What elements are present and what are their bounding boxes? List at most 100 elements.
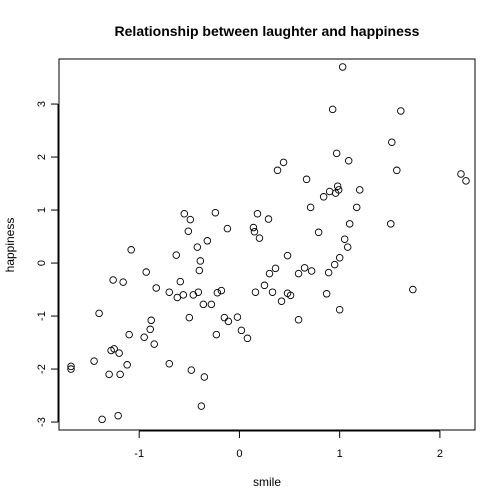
data-point xyxy=(332,149,341,158)
x-tick-label: -1 xyxy=(134,448,144,460)
data-point xyxy=(223,224,232,233)
data-point xyxy=(271,264,280,273)
data-point xyxy=(125,330,133,339)
data-point xyxy=(294,316,303,324)
data-point xyxy=(306,203,315,212)
data-point xyxy=(196,257,205,265)
data-point xyxy=(195,266,204,275)
data-point xyxy=(114,411,122,420)
data-point xyxy=(335,305,344,314)
data-point xyxy=(186,215,195,224)
data-point xyxy=(273,166,282,175)
data-point xyxy=(237,326,246,335)
data-point xyxy=(150,340,158,348)
data-point xyxy=(200,373,209,381)
data-point xyxy=(249,223,258,232)
data-point xyxy=(243,334,252,343)
data-point xyxy=(207,300,216,309)
data-point xyxy=(462,177,470,185)
data-point xyxy=(397,107,405,115)
data-point xyxy=(334,186,343,194)
y-axis: -3 -2 -1 0 1 2 3 xyxy=(36,101,59,427)
data-point xyxy=(233,313,242,321)
data-point xyxy=(127,246,135,254)
y-axis-label: happiness xyxy=(3,218,17,273)
data-point xyxy=(268,288,277,296)
chart-title: Relationship between laughter and happin… xyxy=(115,23,420,39)
data-point xyxy=(307,267,316,275)
data-point xyxy=(194,288,203,296)
data-point xyxy=(212,330,221,339)
data-point xyxy=(217,286,226,295)
data-point xyxy=(335,253,344,262)
data-point xyxy=(165,288,174,296)
data-point xyxy=(165,360,174,368)
data-point xyxy=(147,316,155,325)
data-point xyxy=(199,300,208,309)
data-point xyxy=(352,203,361,212)
data-point xyxy=(345,220,354,228)
data-point xyxy=(355,186,364,194)
data-point xyxy=(338,63,347,71)
data-point xyxy=(172,251,181,259)
data-point xyxy=(116,370,124,379)
y-tick-label: -2 xyxy=(36,364,48,374)
data-point xyxy=(277,297,286,305)
data-point xyxy=(67,365,75,373)
y-tick-label: 2 xyxy=(36,154,48,160)
x-axis-label: smile xyxy=(253,475,281,489)
data-point xyxy=(185,313,194,322)
data-point xyxy=(187,366,196,374)
data-point xyxy=(213,288,222,297)
y-tick-label: -3 xyxy=(36,417,48,427)
y-tick-label: 3 xyxy=(36,101,48,107)
y-tick-label: 1 xyxy=(36,207,48,213)
data-point xyxy=(67,362,75,371)
data-point xyxy=(409,285,417,294)
data-point xyxy=(251,288,260,296)
data-point xyxy=(387,220,395,228)
data-point xyxy=(119,278,127,286)
data-point xyxy=(184,227,193,235)
data-point xyxy=(319,193,328,201)
data-point xyxy=(322,290,331,298)
data-point xyxy=(224,317,233,326)
data-point xyxy=(260,281,269,290)
data-point xyxy=(302,175,311,184)
x-tick-label: 1 xyxy=(337,448,343,460)
data-point xyxy=(344,157,353,165)
data-point xyxy=(90,357,98,365)
data-point xyxy=(98,415,106,424)
data-point xyxy=(176,277,185,286)
data-point xyxy=(211,208,220,217)
data-point xyxy=(189,291,198,299)
data-point xyxy=(140,333,148,342)
y-tick-label: -1 xyxy=(36,311,48,321)
data-point xyxy=(197,402,206,410)
data-point xyxy=(294,269,303,278)
data-point xyxy=(328,105,337,114)
data-point xyxy=(255,234,264,242)
data-point xyxy=(393,166,401,175)
data-point xyxy=(105,370,113,379)
data-point xyxy=(110,345,118,353)
data-points xyxy=(67,63,470,424)
data-point xyxy=(457,170,465,178)
x-tick-label: 2 xyxy=(437,448,443,460)
data-point xyxy=(324,268,333,277)
data-point xyxy=(250,228,259,236)
data-point xyxy=(300,264,309,272)
data-point xyxy=(330,260,339,269)
data-point xyxy=(203,237,212,245)
data-point xyxy=(283,251,292,260)
data-point xyxy=(180,210,189,218)
data-point xyxy=(146,325,154,334)
data-point xyxy=(173,293,182,302)
y-tick-label: 0 xyxy=(36,260,48,266)
x-tick-label: 0 xyxy=(236,448,242,460)
data-point xyxy=(333,182,342,190)
data-point xyxy=(152,284,160,292)
data-point xyxy=(314,228,323,237)
data-point xyxy=(286,291,295,300)
